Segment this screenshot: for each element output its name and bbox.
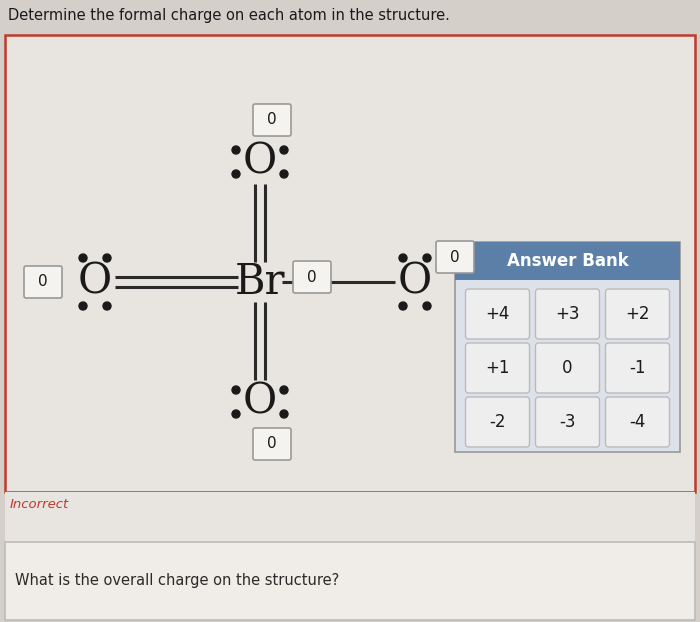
Text: Br: Br — [234, 261, 286, 303]
Text: -4: -4 — [629, 413, 645, 431]
Circle shape — [232, 386, 240, 394]
FancyBboxPatch shape — [466, 289, 529, 339]
Text: 0: 0 — [267, 437, 276, 452]
Circle shape — [280, 170, 288, 178]
Text: +1: +1 — [485, 359, 510, 377]
FancyBboxPatch shape — [606, 397, 669, 447]
FancyBboxPatch shape — [253, 104, 291, 136]
Text: O: O — [78, 261, 112, 303]
FancyBboxPatch shape — [536, 343, 599, 393]
Circle shape — [280, 146, 288, 154]
Circle shape — [232, 410, 240, 418]
Bar — [5, 35, 695, 492]
FancyBboxPatch shape — [606, 289, 669, 339]
Text: +3: +3 — [555, 305, 580, 323]
Circle shape — [103, 302, 111, 310]
Text: +2: +2 — [625, 305, 650, 323]
Circle shape — [103, 254, 111, 262]
Text: 0: 0 — [450, 249, 460, 264]
Text: -1: -1 — [629, 359, 645, 377]
Circle shape — [79, 254, 87, 262]
Bar — [455, 242, 680, 452]
FancyBboxPatch shape — [536, 289, 599, 339]
FancyBboxPatch shape — [24, 266, 62, 298]
Text: 0: 0 — [38, 274, 48, 289]
Circle shape — [423, 254, 431, 262]
FancyBboxPatch shape — [466, 343, 529, 393]
Text: Determine the formal charge on each atom in the structure.: Determine the formal charge on each atom… — [8, 8, 450, 23]
Text: 0: 0 — [562, 359, 573, 377]
Circle shape — [280, 410, 288, 418]
Text: O: O — [243, 141, 277, 183]
FancyBboxPatch shape — [293, 261, 331, 293]
Circle shape — [79, 302, 87, 310]
Text: -3: -3 — [559, 413, 575, 431]
FancyBboxPatch shape — [436, 241, 474, 273]
Text: What is the overall charge on the structure?: What is the overall charge on the struct… — [15, 573, 339, 588]
Text: 0: 0 — [307, 269, 317, 284]
Text: O: O — [243, 381, 277, 423]
FancyBboxPatch shape — [466, 397, 529, 447]
Text: -2: -2 — [489, 413, 505, 431]
Circle shape — [423, 302, 431, 310]
Text: O: O — [398, 261, 432, 303]
Circle shape — [399, 254, 407, 262]
FancyBboxPatch shape — [253, 428, 291, 460]
Bar — [5, 492, 695, 542]
FancyBboxPatch shape — [606, 343, 669, 393]
Bar — [455, 242, 680, 280]
Text: Incorrect: Incorrect — [10, 498, 69, 511]
Text: Answer Bank: Answer Bank — [507, 252, 629, 270]
Circle shape — [280, 386, 288, 394]
Bar — [5, 542, 695, 620]
Circle shape — [232, 146, 240, 154]
FancyBboxPatch shape — [536, 397, 599, 447]
Circle shape — [399, 302, 407, 310]
Circle shape — [232, 170, 240, 178]
Text: 0: 0 — [267, 113, 276, 128]
Text: +4: +4 — [485, 305, 510, 323]
